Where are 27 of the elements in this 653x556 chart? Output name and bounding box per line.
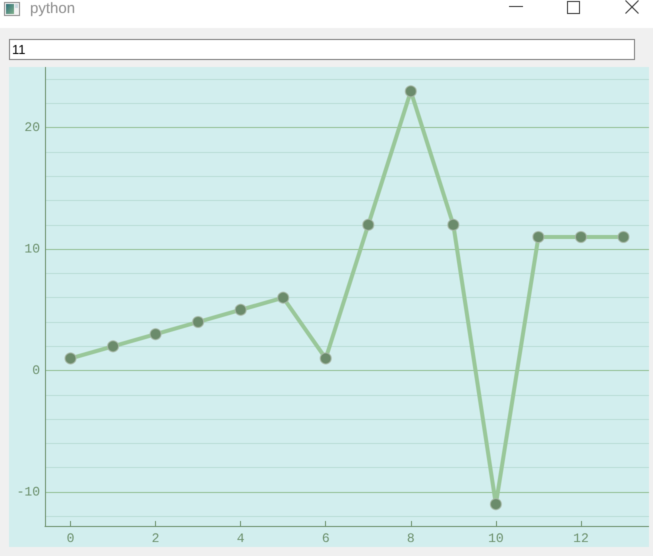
point [320,352,332,364]
point [447,218,460,231]
point [64,352,77,364]
y-tick-label: 10 [24,242,40,257]
point [574,231,587,243]
point [192,316,204,328]
point [234,304,247,316]
x-tick-label: 0 [66,531,74,546]
point [107,340,120,352]
x-tick-label: 2 [152,531,160,546]
point [404,85,417,98]
y-tick-label: 20 [24,120,40,136]
y-tick-label: -10 [16,484,40,500]
point [362,218,374,231]
point [277,292,290,304]
x-tick-label: 8 [406,531,415,546]
chart-title: python [30,0,76,18]
text-field: 11 [9,39,635,60]
x-tick-label: 10 [488,531,504,546]
x-tick-label: 12 [573,531,589,546]
x-tick-label: 4 [236,531,245,546]
y-tick-label: 0 [32,363,40,378]
x-tick-label: 6 [322,531,330,546]
point [532,231,544,243]
point [617,231,630,243]
point [490,498,502,510]
point [150,328,162,340]
